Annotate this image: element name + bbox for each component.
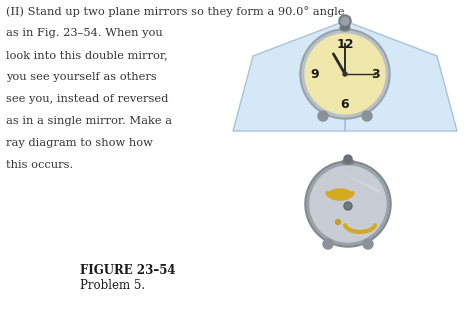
Polygon shape	[233, 21, 345, 131]
Text: Problem 5.: Problem 5.	[80, 279, 145, 292]
Text: as in a single mirror. Make a: as in a single mirror. Make a	[6, 116, 172, 126]
Circle shape	[363, 239, 373, 249]
Ellipse shape	[331, 189, 349, 195]
Circle shape	[310, 166, 386, 242]
Circle shape	[341, 17, 349, 25]
Text: FIGURE 23–54: FIGURE 23–54	[80, 264, 175, 277]
Circle shape	[302, 31, 388, 117]
Polygon shape	[345, 21, 457, 131]
Circle shape	[341, 21, 349, 29]
Circle shape	[305, 161, 391, 247]
Text: you see yourself as others: you see yourself as others	[6, 72, 157, 82]
Circle shape	[344, 202, 352, 210]
Text: as in Fig. 23–54. When you: as in Fig. 23–54. When you	[6, 28, 163, 38]
Text: 3: 3	[371, 68, 379, 80]
Circle shape	[307, 163, 389, 245]
Ellipse shape	[340, 25, 350, 31]
Circle shape	[343, 72, 347, 76]
Text: 9: 9	[311, 68, 319, 80]
Text: this occurs.: this occurs.	[6, 160, 73, 170]
Text: 12: 12	[336, 38, 354, 50]
Text: look into this double mirror,: look into this double mirror,	[6, 50, 168, 60]
Text: ray diagram to show how: ray diagram to show how	[6, 138, 153, 148]
Polygon shape	[326, 192, 354, 200]
Circle shape	[345, 204, 351, 209]
Circle shape	[344, 155, 352, 163]
Text: see you, instead of reversed: see you, instead of reversed	[6, 94, 168, 104]
Circle shape	[336, 219, 340, 225]
Ellipse shape	[342, 160, 354, 165]
Circle shape	[305, 34, 385, 114]
Circle shape	[318, 111, 328, 121]
Text: (II) Stand up two plane mirrors so they form a 90.0° angle: (II) Stand up two plane mirrors so they …	[6, 6, 345, 17]
Circle shape	[300, 29, 390, 119]
Text: 6: 6	[341, 98, 349, 110]
Polygon shape	[333, 169, 381, 194]
Circle shape	[339, 15, 351, 27]
Circle shape	[362, 111, 372, 121]
Circle shape	[323, 239, 333, 249]
